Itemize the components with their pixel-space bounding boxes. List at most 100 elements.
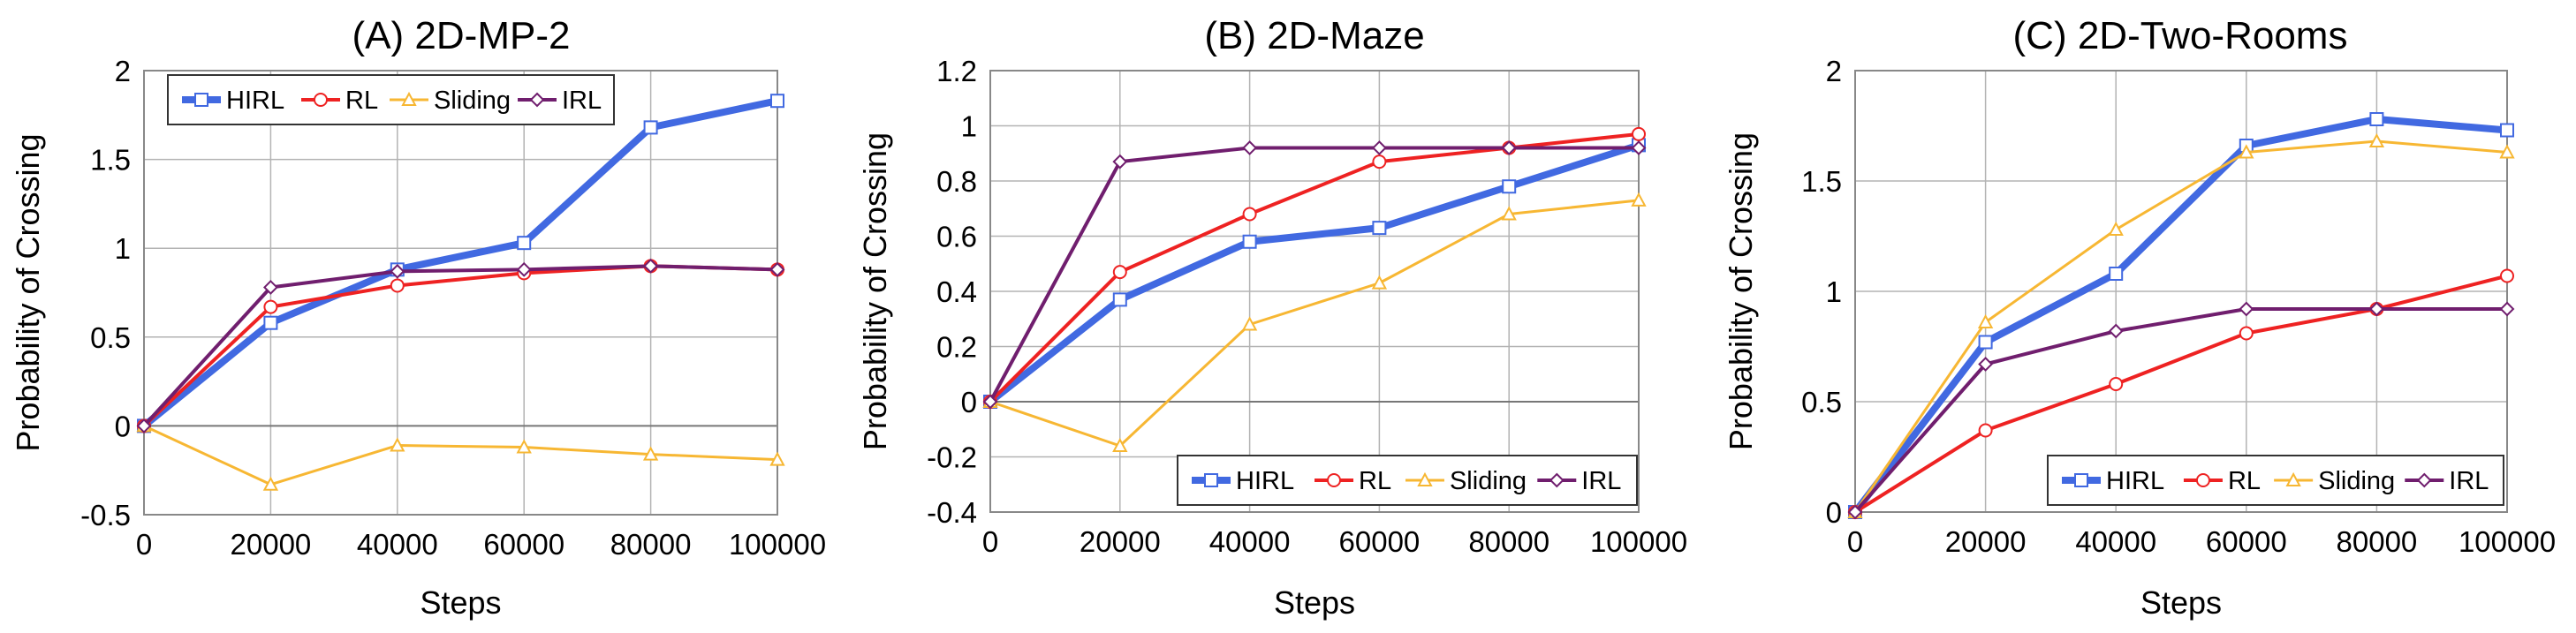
y-axis-label: Probability of Crossing	[857, 132, 893, 450]
data-point-irl	[136, 418, 152, 433]
x-tick-label: 100000	[729, 528, 826, 561]
y-tick-label: 1	[961, 110, 977, 143]
data-point-sliding	[262, 476, 279, 491]
legend-marker-sliding	[2285, 471, 2301, 486]
x-tick-label: 80000	[610, 528, 692, 561]
data-point-hirl	[1112, 292, 1127, 307]
series-line-sliding	[989, 199, 1640, 448]
x-tick-label: 20000	[1080, 525, 1161, 558]
series-line-irl	[142, 264, 779, 428]
y-tick-label: 0.5	[90, 321, 131, 354]
legend-marker-hirl	[1204, 473, 1218, 487]
data-point-hirl	[1502, 179, 1517, 194]
data-point-hirl	[1372, 221, 1387, 236]
x-tick-label: 40000	[2075, 525, 2156, 558]
legend-marker-hirl	[194, 93, 208, 107]
data-point-irl	[769, 261, 785, 277]
data-point-hirl	[2369, 112, 2384, 126]
series-line-sliding	[142, 424, 779, 486]
legend-label-hirl: HIRL	[1236, 467, 1294, 495]
data-point-rl	[2500, 268, 2514, 283]
series-line-hirl	[140, 97, 781, 430]
x-tick-label: 0	[1847, 525, 1863, 558]
y-tick-label: 0.2	[936, 331, 977, 364]
legend-marker-sliding	[401, 91, 417, 106]
data-point-rl	[263, 299, 278, 314]
data-point-sliding	[1112, 437, 1128, 452]
data-point-sliding	[1977, 313, 1994, 328]
series-line-irl	[989, 146, 1640, 403]
data-point-sliding	[642, 446, 659, 461]
data-point-sliding	[1371, 275, 1388, 290]
chart-title: (A) 2D-MP-2	[352, 14, 571, 57]
data-point-hirl	[643, 120, 658, 135]
panel-b: 0 20000 40000 60000 80000 100000 -0.4 -0.2 0 0.2 0…	[857, 14, 1687, 621]
data-point-rl	[1978, 423, 1993, 438]
legend-marker-irl	[529, 92, 545, 108]
series-line-rl	[989, 132, 1640, 403]
x-tick-label: 40000	[357, 528, 438, 561]
data-point-irl	[2368, 301, 2384, 317]
y-tick-label: -0.5	[80, 499, 131, 531]
y-tick-label: 1.5	[90, 144, 131, 177]
legend-marker-hirl	[2074, 473, 2088, 487]
data-point-sliding	[1501, 206, 1517, 221]
legend-marker-sliding	[1417, 471, 1433, 486]
data-point-hirl	[263, 315, 278, 330]
x-axis-label: Steps	[1274, 584, 1355, 621]
x-tick-label: 100000	[2459, 525, 2556, 558]
data-point-hirl	[1242, 234, 1257, 249]
legend-marker-irl	[2416, 472, 2432, 488]
data-point-sliding	[2368, 132, 2385, 147]
legend-label-rl: RL	[345, 87, 378, 115]
data-point-irl	[516, 261, 532, 277]
data-point-hirl	[2500, 123, 2514, 138]
chart-title: (C) 2D-Two-Rooms	[2013, 14, 2348, 57]
x-tick-label: 60000	[2206, 525, 2287, 558]
plot-frame	[1854, 70, 2508, 513]
data-point-hirl	[517, 236, 532, 251]
plot-frame	[143, 70, 778, 516]
legend-label-sliding: Sliding	[2318, 467, 2395, 495]
y-tick-label: 0.5	[1801, 386, 1842, 418]
panel-c: 0 20000 40000 60000 80000 100000 0 0.5 1 1.5 2 (C) …	[1723, 14, 2556, 621]
y-tick-label: 2	[1826, 55, 1842, 87]
x-tick-label: 80000	[2337, 525, 2418, 558]
y-axis-label: Probability of Crossing	[1723, 132, 1759, 450]
series-line-hirl	[987, 141, 1642, 405]
x-tick-label: 40000	[1209, 525, 1291, 558]
y-tick-label: 1	[115, 232, 131, 265]
data-point-sliding	[2108, 221, 2124, 236]
x-tick-label: 20000	[231, 528, 312, 561]
x-tick-label: 80000	[1468, 525, 1549, 558]
data-point-irl	[390, 263, 405, 279]
data-point-irl	[262, 280, 278, 295]
legend-label-sliding: Sliding	[1450, 467, 1527, 495]
x-tick-label: 60000	[1339, 525, 1421, 558]
data-point-sliding	[516, 439, 532, 454]
y-axis-label: Probability of Crossing	[10, 133, 46, 451]
data-point-irl	[1631, 140, 1647, 155]
y-tick-label: 2	[115, 55, 131, 87]
legend-label-irl: IRL	[1581, 467, 1621, 495]
data-point-hirl	[770, 94, 784, 109]
data-point-irl	[1501, 140, 1517, 155]
data-point-irl	[2239, 301, 2254, 317]
series-line-rl	[1853, 274, 2509, 514]
data-point-irl	[1978, 357, 1994, 372]
legend-marker-irl	[1549, 472, 1565, 488]
legend-label-irl: IRL	[562, 87, 602, 115]
legend-marker-rl	[314, 93, 328, 107]
y-tick-label: 0.6	[936, 221, 977, 253]
panel-a: 0 20000 40000 60000 80000 100000-0.500.511.52…	[10, 14, 826, 621]
data-point-sliding	[1241, 316, 1258, 331]
legend-label-irl: IRL	[2449, 467, 2489, 495]
data-point-irl	[1242, 140, 1258, 155]
data-point-rl	[1242, 207, 1257, 222]
data-point-sliding	[1631, 192, 1647, 207]
y-tick-label: 0	[961, 386, 977, 418]
legend-label-rl: RL	[2228, 467, 2261, 495]
legend-label-sliding: Sliding	[434, 87, 511, 115]
data-point-irl	[1112, 154, 1128, 170]
series-line-hirl	[1852, 116, 2511, 516]
